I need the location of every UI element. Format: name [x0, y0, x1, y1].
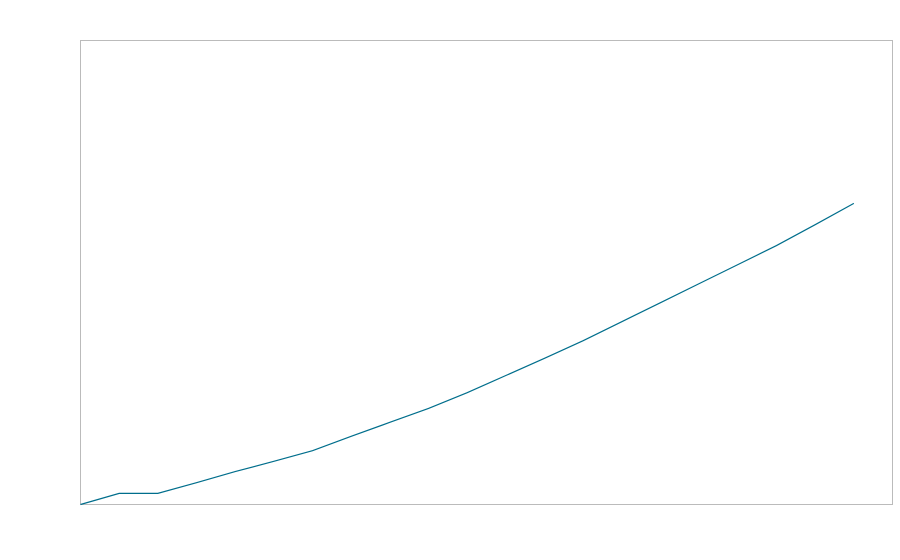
series-line-0: [80, 202, 855, 506]
series-layer: [80, 202, 855, 506]
plot-frame: [80, 40, 893, 505]
